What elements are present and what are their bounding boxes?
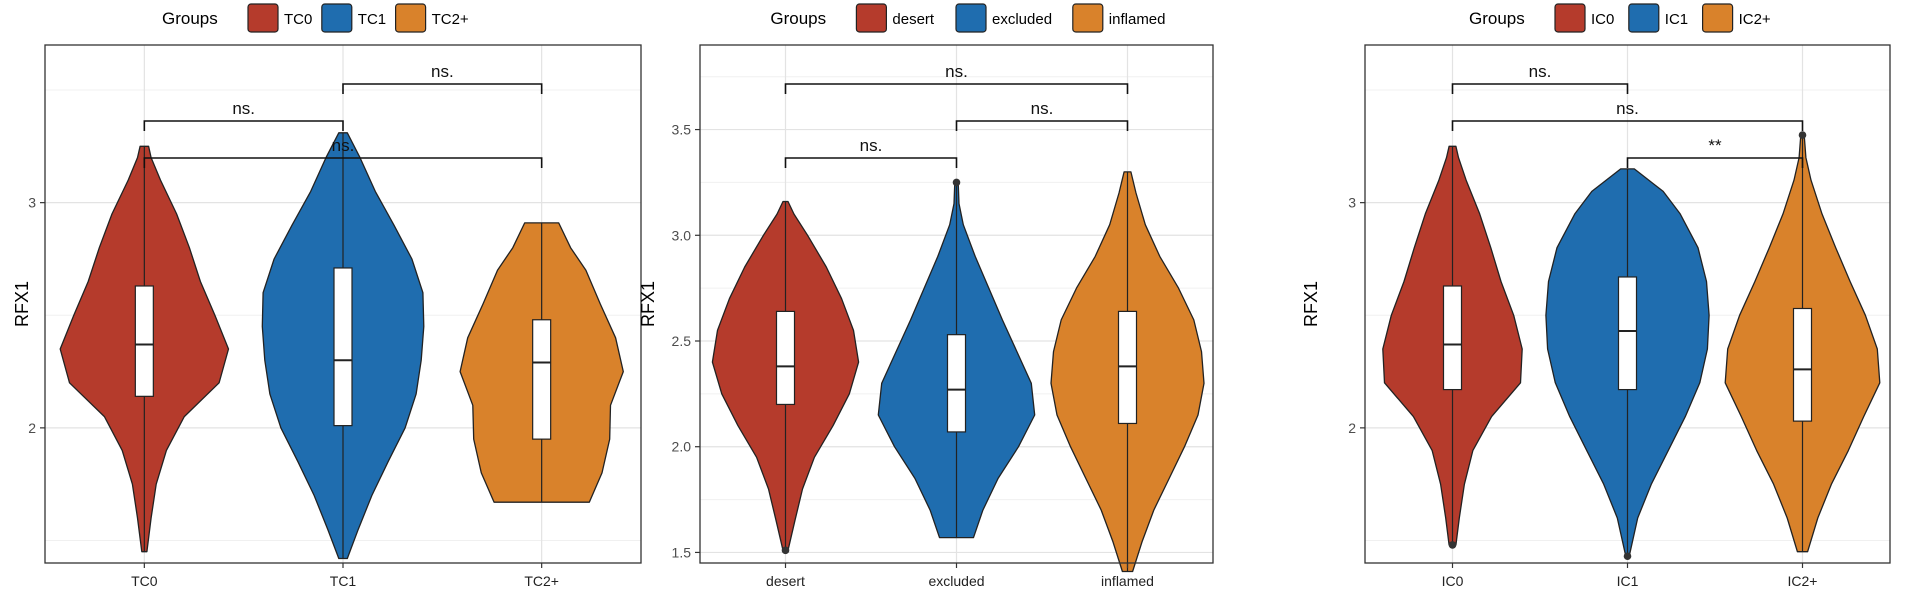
legend-key-tc0 xyxy=(247,3,279,33)
box-ic1 xyxy=(1617,276,1638,391)
legend-label-ic2: IC2+ xyxy=(1739,11,1771,28)
box-ic2 xyxy=(1792,307,1813,422)
legend: Groups desert excluded inflamed xyxy=(770,3,1166,33)
significance-bracket xyxy=(342,83,543,94)
legend-label-ic0: IC0 xyxy=(1591,11,1614,28)
significance-bracket xyxy=(143,120,344,131)
x-tick-label-desert: desert xyxy=(766,573,805,589)
box-excluded xyxy=(946,334,967,433)
box-inflamed xyxy=(1117,310,1138,425)
legend-key-inflamed xyxy=(1072,3,1104,33)
y-tick-label: 2 xyxy=(28,420,36,436)
x-tick-label-ic2: IC2+ xyxy=(1788,573,1818,589)
significance-bracket xyxy=(955,120,1129,131)
box-ic0 xyxy=(1442,285,1463,391)
legend-key-excluded xyxy=(955,3,987,33)
significance-label: ns. xyxy=(1616,99,1639,118)
legend-label-desert: desert xyxy=(892,11,935,28)
x-tick-label-ic0: IC0 xyxy=(1442,573,1464,589)
y-axis-title: RFX1 xyxy=(12,281,32,327)
significance-bracket xyxy=(784,157,958,168)
significance-label: ns. xyxy=(1031,99,1054,118)
chart-immune-phenotype: 1.5 2.0 2.5 3.0 3.5 RFX1 desert excluded inflame… xyxy=(638,3,1214,589)
significance-bracket xyxy=(143,157,543,168)
legend-label-tc2: TC2+ xyxy=(432,11,469,28)
legend-label-excluded: excluded xyxy=(992,11,1052,28)
legend: Groups TC0 TC1 TC2+ xyxy=(162,3,469,33)
significance-label: ns. xyxy=(945,62,968,81)
legend-title: Groups xyxy=(162,9,218,28)
legend-title: Groups xyxy=(770,9,826,28)
significance-bracket xyxy=(1451,120,1804,131)
outlier-ic0 xyxy=(1448,541,1457,549)
box-tc1 xyxy=(333,267,353,427)
y-tick-label: 2 xyxy=(1348,420,1356,436)
significance-label: ns. xyxy=(332,136,355,155)
legend-label-inflamed: inflamed xyxy=(1109,11,1166,28)
legend-key-tc1 xyxy=(321,3,353,33)
significance-bracket xyxy=(1626,157,1804,168)
significance-label: ** xyxy=(1708,136,1722,155)
x-tick-label-tc1: TC1 xyxy=(330,573,357,589)
outlier-excluded xyxy=(952,178,961,187)
legend-key-ic1 xyxy=(1628,3,1660,33)
significance-label: ns. xyxy=(232,99,255,118)
legend-label-ic1: IC1 xyxy=(1665,11,1688,28)
x-tick-label-ic1: IC1 xyxy=(1617,573,1639,589)
significance-label: ns. xyxy=(860,136,883,155)
y-tick-label: 3.0 xyxy=(672,227,692,243)
legend: Groups IC0 IC1 IC2+ xyxy=(1469,3,1771,33)
legend-key-desert xyxy=(855,3,888,33)
outlier-desert xyxy=(781,546,790,555)
significance-label: ns. xyxy=(1529,62,1552,81)
chart-tc: 2 3 RFX1 TC0 TC1 TC2+ ns. ns. ns. Groups TC0 TC1 TC2… xyxy=(12,3,642,589)
y-tick-label: 3 xyxy=(28,195,36,211)
y-tick-label: 2.5 xyxy=(672,333,692,349)
legend-key-ic2 xyxy=(1701,3,1734,33)
legend-label-tc0: TC0 xyxy=(284,11,312,28)
x-tick-label-inflamed: inflamed xyxy=(1101,573,1154,589)
chart-ic: 2 3 RFX1 IC0 IC1 IC2+ ** ns. ns. Groups IC0 IC1 IC2+ xyxy=(1301,3,1891,589)
y-axis-title: RFX1 xyxy=(1301,281,1321,327)
y-axis-title: RFX1 xyxy=(638,281,658,327)
outlier-ic2 xyxy=(1798,131,1807,139)
legend-key-ic0 xyxy=(1554,3,1586,33)
x-tick-label-excluded: excluded xyxy=(928,573,984,589)
x-tick-label-tc2: TC2+ xyxy=(524,573,559,589)
y-tick-label: 3 xyxy=(1348,195,1356,211)
legend-label-tc1: TC1 xyxy=(358,11,386,28)
x-tick-label-tc0: TC0 xyxy=(131,573,158,589)
significance-label: ns. xyxy=(431,62,454,81)
y-tick-label: 2.0 xyxy=(672,439,692,455)
significance-bracket xyxy=(1451,83,1629,94)
outlier-ic1 xyxy=(1623,552,1632,561)
legend-key-tc2 xyxy=(395,3,427,33)
y-tick-label: 1.5 xyxy=(672,544,692,560)
y-tick-label: 3.5 xyxy=(672,122,692,138)
legend-title: Groups xyxy=(1469,9,1525,28)
box-desert xyxy=(775,310,796,406)
box-tc0 xyxy=(134,285,154,397)
significance-bracket xyxy=(784,83,1129,94)
box-tc2 xyxy=(532,319,552,440)
